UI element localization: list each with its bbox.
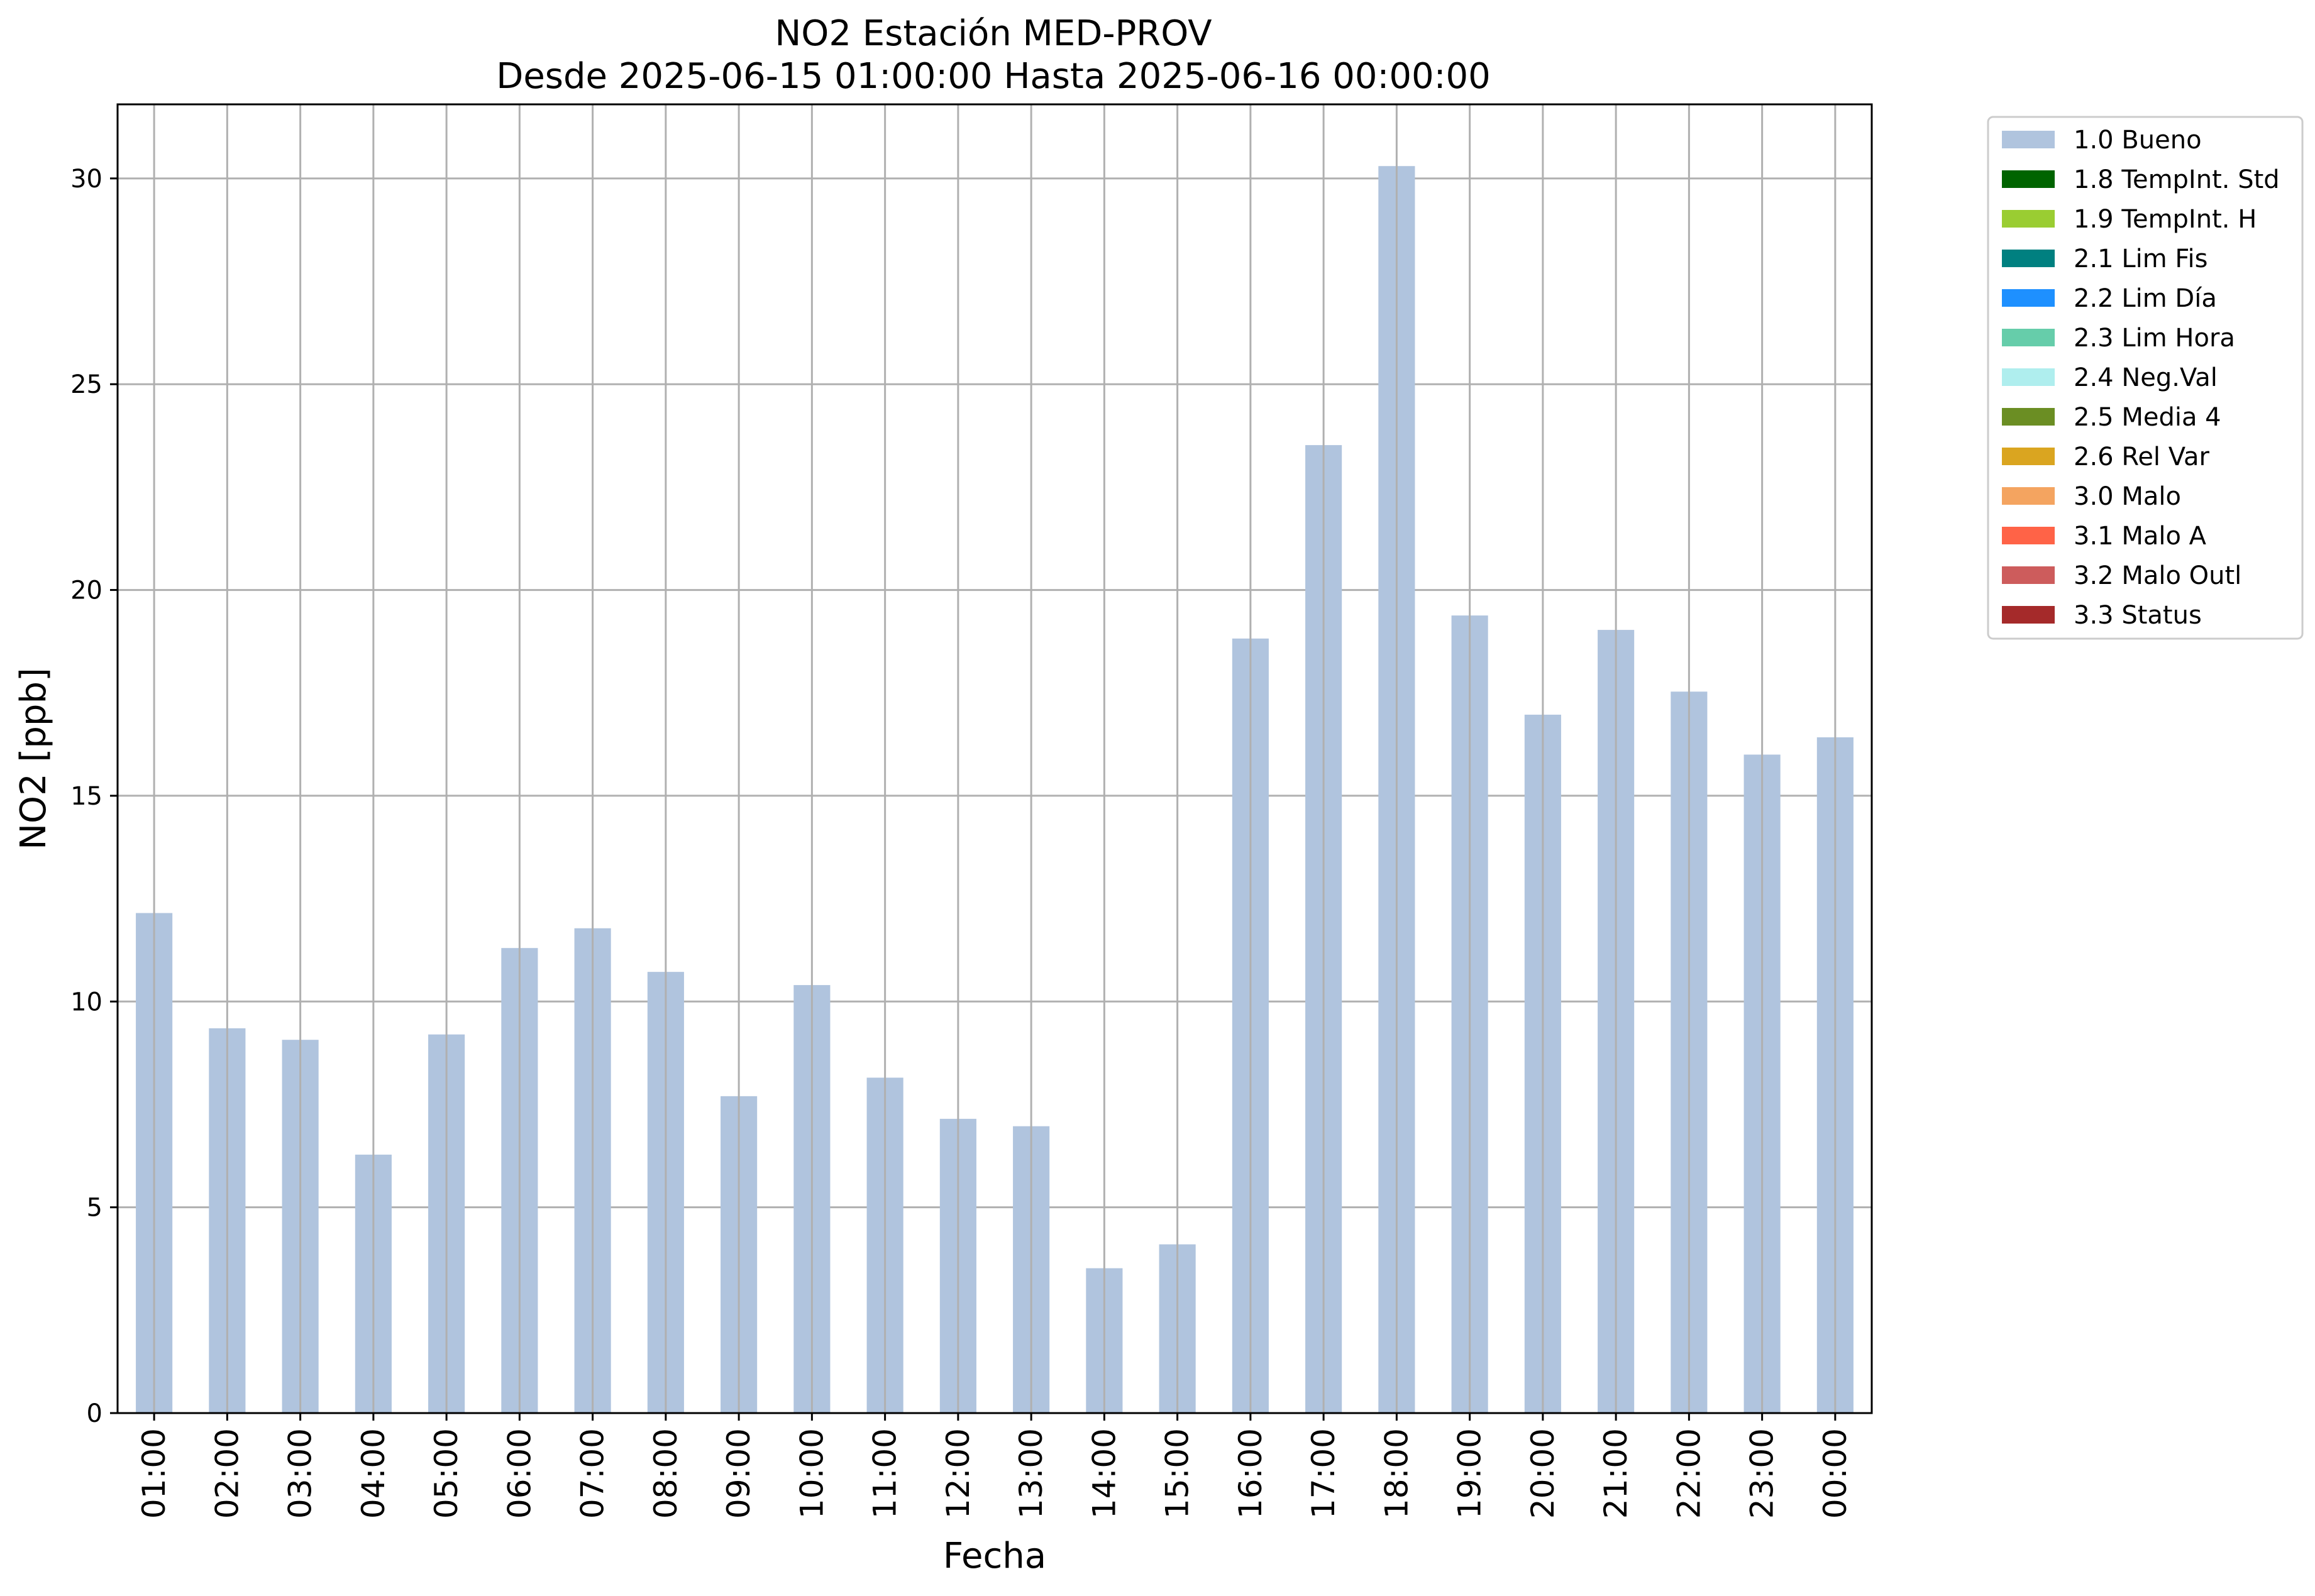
x-tick-label: 16:00 — [1232, 1428, 1269, 1519]
x-tick-label: 00:00 — [1817, 1428, 1854, 1519]
legend-label: 3.3 Status — [2074, 601, 2202, 630]
y-tick-label: 30 — [70, 165, 102, 194]
chart-subtitle: Desde 2025-06-15 01:00:00 Hasta 2025-06-… — [496, 56, 1491, 97]
x-tick-label: 12:00 — [940, 1428, 976, 1519]
legend-frame — [1987, 116, 2304, 640]
legend-swatch — [2002, 210, 2055, 228]
x-tick-label: 11:00 — [867, 1428, 903, 1519]
y-tick-label: 20 — [70, 576, 102, 605]
legend-swatch — [2002, 448, 2055, 465]
legend-swatch — [2002, 527, 2055, 544]
x-tick-label: 17:00 — [1305, 1428, 1342, 1519]
x-tick-label: 01:00 — [136, 1428, 172, 1519]
x-tick-label: 03:00 — [282, 1428, 319, 1519]
legend-label: 3.1 Malo A — [2074, 522, 2207, 551]
x-tick-label: 22:00 — [1671, 1428, 1707, 1519]
legend: 1.0 Bueno 1.8 TempInt. Std 1.9 TempInt. H 2… — [1987, 116, 2304, 640]
x-tick-label: 14:00 — [1086, 1428, 1122, 1519]
legend-swatch — [2002, 408, 2055, 426]
x-tick-label: 04:00 — [355, 1428, 392, 1519]
legend-swatch — [2002, 487, 2055, 505]
legend-label: 2.1 Lim Fis — [2074, 245, 2207, 273]
x-tick-label: 08:00 — [648, 1428, 684, 1519]
x-tick-label: 05:00 — [428, 1428, 465, 1519]
legend-label: 1.0 Bueno — [2074, 126, 2202, 155]
y-tick-label: 0 — [87, 1399, 102, 1428]
x-tick-label: 07:00 — [575, 1428, 611, 1519]
x-tick-label: 23:00 — [1744, 1428, 1781, 1519]
legend-label: 1.9 TempInt. H — [2074, 205, 2257, 234]
legend-swatch — [2002, 289, 2055, 307]
x-tick-label: 13:00 — [1013, 1428, 1049, 1519]
x-tick-label: 20:00 — [1525, 1428, 1561, 1519]
y-tick-label: 25 — [70, 370, 102, 399]
y-tick-label: 5 — [87, 1194, 102, 1223]
x-axis-ticks: 01:00 02:00 03:00 04:00 05:00 06:00 07:00 08:00… — [136, 1413, 1854, 1519]
plot-frame — [116, 103, 1873, 1414]
legend-swatch — [2002, 566, 2055, 584]
x-axis-label: Fecha — [943, 1536, 1046, 1577]
legend-swatch — [2002, 606, 2055, 624]
legend-label: 3.0 Malo — [2074, 482, 2181, 511]
legend-label: 2.2 Lim Día — [2074, 284, 2217, 313]
legend-swatch — [2002, 250, 2055, 267]
x-tick-label: 18:00 — [1378, 1428, 1415, 1519]
legend-label: 2.3 Lim Hora — [2074, 324, 2235, 353]
x-tick-label: 15:00 — [1159, 1428, 1196, 1519]
legend-swatch — [2002, 131, 2055, 148]
legend-label: 2.6 Rel Var — [2074, 443, 2210, 471]
legend-label: 3.2 Malo Outl — [2074, 561, 2241, 590]
chart-title: NO2 Estación MED-PROV — [775, 13, 1212, 54]
y-tick-label: 10 — [70, 988, 102, 1016]
legend-label: 1.8 TempInt. Std — [2074, 165, 2280, 194]
x-tick-label: 19:00 — [1452, 1428, 1488, 1519]
y-axis-label: NO2 [ppb] — [13, 668, 54, 850]
vertical-grid — [153, 104, 1837, 1413]
legend-label: 2.4 Neg.Val — [2074, 363, 2218, 392]
x-tick-label: 10:00 — [793, 1428, 830, 1519]
y-axis-ticks: 0 5 10 15 20 25 30 — [70, 165, 118, 1428]
legend-label: 2.5 Media 4 — [2074, 403, 2221, 432]
x-tick-label: 06:00 — [501, 1428, 538, 1519]
y-tick-label: 15 — [70, 782, 102, 811]
x-tick-label: 21:00 — [1598, 1428, 1634, 1519]
legend-swatch — [2002, 368, 2055, 386]
x-tick-label: 02:00 — [209, 1428, 245, 1519]
legend-swatch — [2002, 170, 2055, 188]
legend-swatch — [2002, 329, 2055, 346]
x-tick-label: 09:00 — [721, 1428, 757, 1519]
